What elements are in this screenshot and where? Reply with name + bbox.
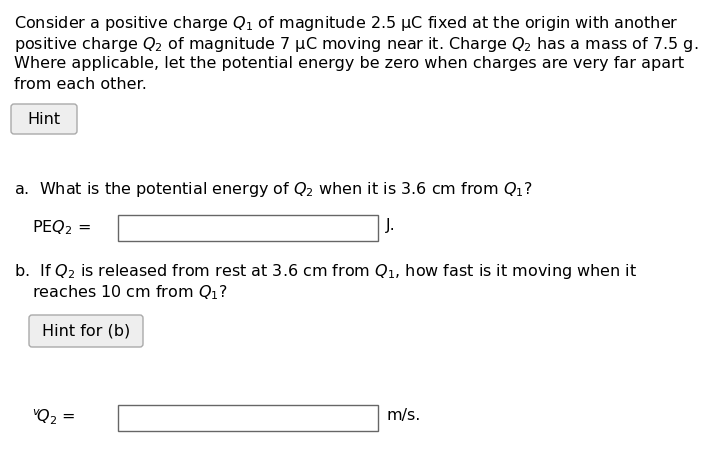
Text: J.: J.: [386, 218, 396, 233]
Text: Where applicable, let the potential energy be zero when charges are very far apa: Where applicable, let the potential ener…: [14, 56, 684, 71]
Text: PE$Q_2$ =: PE$Q_2$ =: [32, 218, 91, 236]
Text: $^v\!Q_2$ =: $^v\!Q_2$ =: [32, 408, 76, 427]
Text: b.  If $Q_2$ is released from rest at 3.6 cm from $Q_1$, how fast is it moving w: b. If $Q_2$ is released from rest at 3.6…: [14, 262, 637, 281]
Text: from each other.: from each other.: [14, 77, 147, 92]
Text: positive charge $Q_2$ of magnitude 7 μC moving near it. Charge $Q_2$ has a mass : positive charge $Q_2$ of magnitude 7 μC …: [14, 35, 698, 54]
Text: reaches 10 cm from $Q_1$?: reaches 10 cm from $Q_1$?: [32, 283, 228, 302]
FancyBboxPatch shape: [29, 315, 143, 347]
Text: m/s.: m/s.: [386, 408, 420, 423]
Text: Consider a positive charge $Q_1$ of magnitude 2.5 μC fixed at the origin with an: Consider a positive charge $Q_1$ of magn…: [14, 14, 679, 33]
Text: Hint for (b): Hint for (b): [42, 323, 130, 338]
Text: Hint: Hint: [28, 111, 60, 126]
Text: a.  What is the potential energy of $Q_2$ when it is 3.6 cm from $Q_1$?: a. What is the potential energy of $Q_2$…: [14, 180, 532, 199]
FancyBboxPatch shape: [11, 104, 77, 134]
FancyBboxPatch shape: [118, 215, 378, 241]
FancyBboxPatch shape: [118, 405, 378, 431]
